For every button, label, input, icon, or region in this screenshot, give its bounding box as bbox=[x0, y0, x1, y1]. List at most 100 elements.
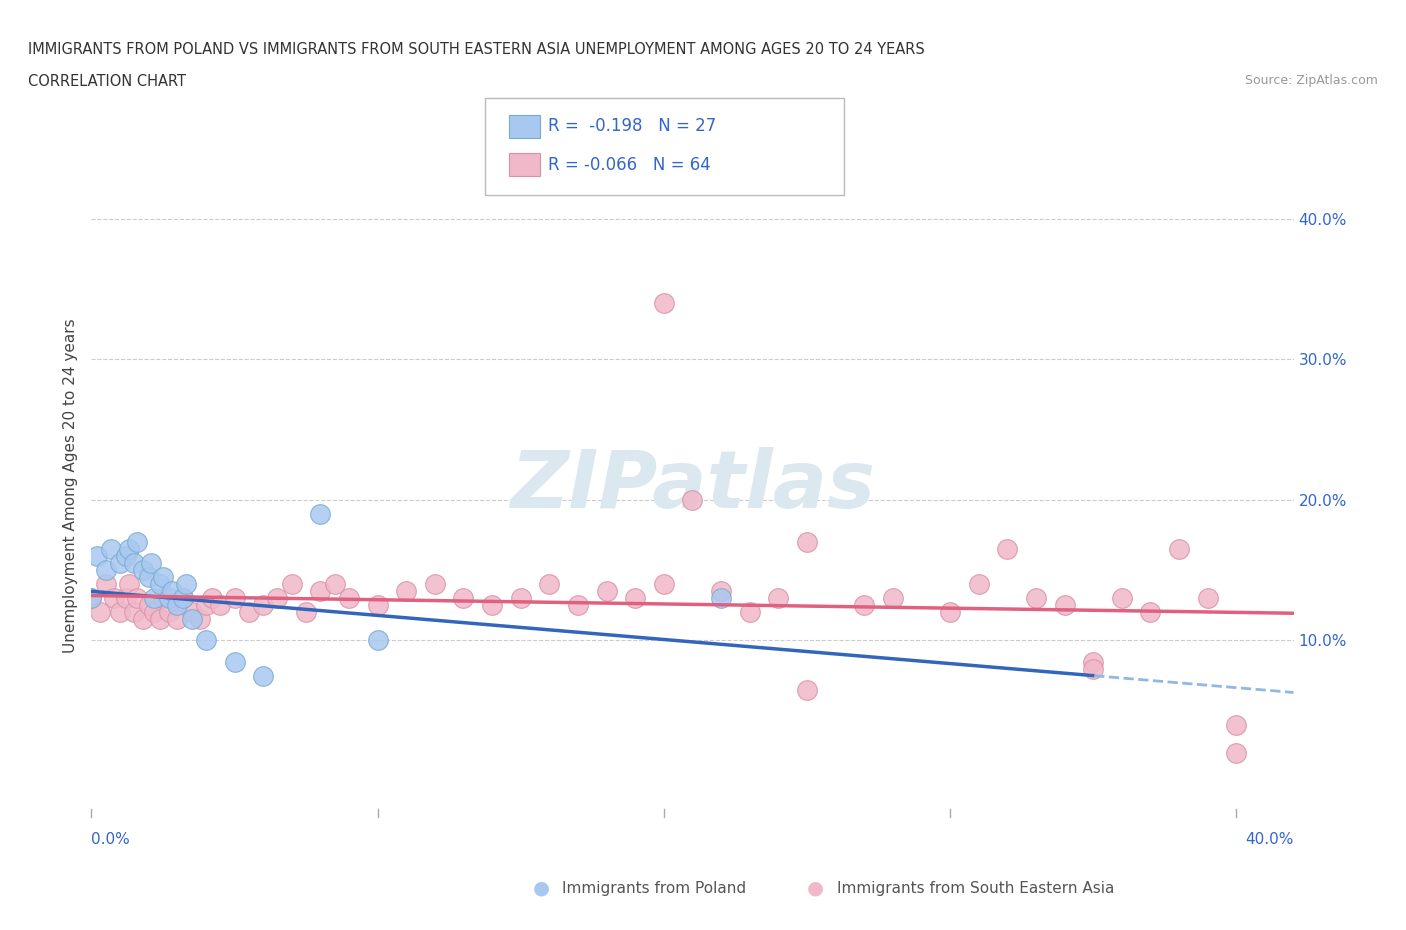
Point bbox=[152, 570, 174, 585]
Point bbox=[108, 604, 131, 619]
Point bbox=[149, 577, 172, 591]
Point bbox=[567, 598, 589, 613]
Point bbox=[1168, 541, 1191, 556]
Text: CORRELATION CHART: CORRELATION CHART bbox=[28, 74, 186, 89]
Point bbox=[309, 507, 332, 522]
Point bbox=[1197, 591, 1219, 605]
Point bbox=[103, 591, 125, 605]
Point bbox=[166, 598, 188, 613]
Point bbox=[423, 577, 446, 591]
Point bbox=[174, 577, 197, 591]
Point bbox=[252, 598, 274, 613]
Point bbox=[149, 612, 172, 627]
Point bbox=[1025, 591, 1047, 605]
Point bbox=[796, 535, 818, 550]
Point bbox=[1081, 661, 1104, 676]
Text: ●: ● bbox=[807, 879, 824, 897]
Point bbox=[80, 591, 103, 605]
Point bbox=[1139, 604, 1161, 619]
Point bbox=[157, 604, 180, 619]
Point bbox=[252, 668, 274, 683]
Point bbox=[281, 577, 304, 591]
Point bbox=[995, 541, 1018, 556]
Point bbox=[367, 633, 389, 648]
Point bbox=[323, 577, 346, 591]
Text: 0.0%: 0.0% bbox=[91, 832, 131, 847]
Point bbox=[309, 584, 332, 599]
Point bbox=[100, 541, 122, 556]
Point bbox=[114, 549, 136, 564]
Point bbox=[652, 577, 675, 591]
Point bbox=[172, 591, 194, 605]
Point bbox=[86, 549, 108, 564]
Point bbox=[172, 591, 194, 605]
Point bbox=[710, 591, 733, 605]
Point bbox=[152, 591, 174, 605]
Point bbox=[141, 556, 163, 571]
Point bbox=[80, 591, 103, 605]
Point bbox=[124, 604, 146, 619]
Point bbox=[157, 591, 180, 605]
Point bbox=[395, 584, 418, 599]
Point bbox=[114, 591, 136, 605]
Point bbox=[266, 591, 288, 605]
Point bbox=[117, 541, 139, 556]
Point bbox=[201, 591, 224, 605]
Point bbox=[194, 633, 217, 648]
Point bbox=[652, 296, 675, 311]
Point bbox=[710, 584, 733, 599]
Point bbox=[94, 577, 117, 591]
Point bbox=[624, 591, 647, 605]
Point bbox=[453, 591, 475, 605]
Text: Source: ZipAtlas.com: Source: ZipAtlas.com bbox=[1244, 74, 1378, 87]
Point bbox=[224, 591, 246, 605]
Point bbox=[939, 604, 962, 619]
Point bbox=[108, 556, 131, 571]
Text: Immigrants from South Eastern Asia: Immigrants from South Eastern Asia bbox=[837, 881, 1114, 896]
Point bbox=[367, 598, 389, 613]
Point bbox=[796, 683, 818, 698]
Point bbox=[209, 598, 232, 613]
Point bbox=[1081, 654, 1104, 669]
Point bbox=[337, 591, 360, 605]
Point bbox=[853, 598, 876, 613]
Point bbox=[160, 584, 183, 599]
Point bbox=[967, 577, 990, 591]
Point bbox=[681, 493, 703, 508]
Point bbox=[238, 604, 260, 619]
Point bbox=[166, 612, 188, 627]
Point bbox=[194, 598, 217, 613]
Point bbox=[138, 570, 160, 585]
Text: R =  -0.198   N = 27: R = -0.198 N = 27 bbox=[548, 117, 717, 136]
Point bbox=[132, 612, 155, 627]
Text: 40.0%: 40.0% bbox=[1246, 832, 1294, 847]
Point bbox=[127, 535, 149, 550]
Point bbox=[768, 591, 790, 605]
Point bbox=[132, 563, 155, 578]
Point bbox=[882, 591, 904, 605]
Point bbox=[1225, 717, 1247, 732]
Point bbox=[1053, 598, 1076, 613]
Point bbox=[481, 598, 503, 613]
Point bbox=[595, 584, 617, 599]
Point bbox=[180, 612, 202, 627]
Point bbox=[89, 604, 111, 619]
Text: Immigrants from Poland: Immigrants from Poland bbox=[562, 881, 747, 896]
Point bbox=[538, 577, 561, 591]
Point bbox=[295, 604, 318, 619]
Point bbox=[1111, 591, 1133, 605]
Point bbox=[127, 591, 149, 605]
Point bbox=[509, 591, 531, 605]
Point bbox=[1225, 746, 1247, 761]
Text: ZIPatlas: ZIPatlas bbox=[510, 447, 875, 525]
Text: R = -0.066   N = 64: R = -0.066 N = 64 bbox=[548, 155, 711, 174]
Y-axis label: Unemployment Among Ages 20 to 24 years: Unemployment Among Ages 20 to 24 years bbox=[63, 319, 79, 653]
Text: IMMIGRANTS FROM POLAND VS IMMIGRANTS FROM SOUTH EASTERN ASIA UNEMPLOYMENT AMONG : IMMIGRANTS FROM POLAND VS IMMIGRANTS FRO… bbox=[28, 42, 925, 57]
Point bbox=[224, 654, 246, 669]
Text: ●: ● bbox=[533, 879, 550, 897]
Point bbox=[124, 556, 146, 571]
Point bbox=[94, 563, 117, 578]
Point bbox=[143, 591, 166, 605]
Point bbox=[117, 577, 139, 591]
Point bbox=[138, 598, 160, 613]
